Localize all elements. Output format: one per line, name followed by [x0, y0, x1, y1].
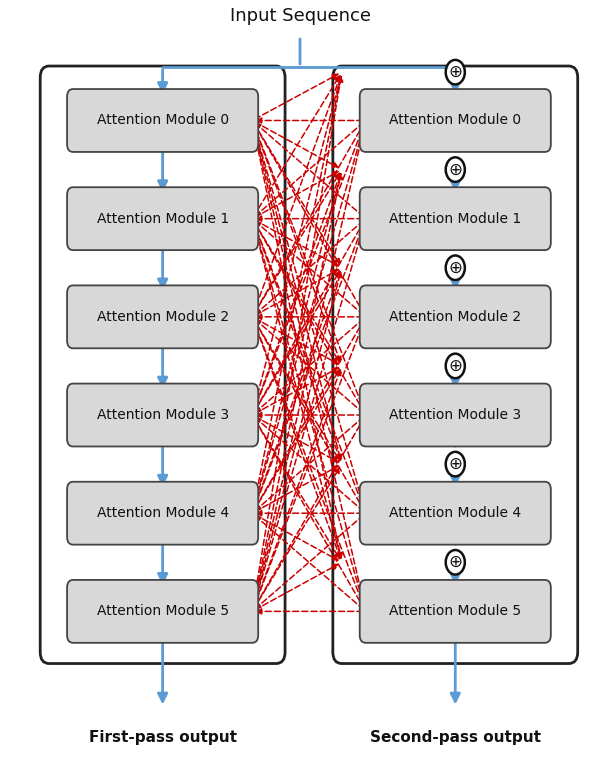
Text: $\oplus$: $\oplus$ — [448, 63, 463, 81]
Circle shape — [446, 452, 465, 477]
Text: Attention Module 3: Attention Module 3 — [97, 408, 229, 422]
Text: $\oplus$: $\oplus$ — [448, 357, 463, 375]
Text: First-pass output: First-pass output — [89, 730, 236, 745]
Text: Attention Module 5: Attention Module 5 — [389, 604, 521, 618]
Text: Attention Module 4: Attention Module 4 — [389, 506, 521, 521]
Circle shape — [446, 256, 465, 280]
FancyBboxPatch shape — [360, 187, 551, 250]
Text: Attention Module 0: Attention Module 0 — [97, 113, 229, 128]
Text: Attention Module 4: Attention Module 4 — [97, 506, 229, 521]
Text: $\oplus$: $\oplus$ — [448, 161, 463, 179]
Text: Attention Module 3: Attention Module 3 — [389, 408, 521, 422]
Text: Attention Module 1: Attention Module 1 — [97, 212, 229, 226]
Circle shape — [446, 550, 465, 574]
FancyBboxPatch shape — [67, 89, 258, 152]
Text: Attention Module 5: Attention Module 5 — [97, 604, 229, 618]
Text: Attention Module 1: Attention Module 1 — [389, 212, 521, 226]
FancyBboxPatch shape — [360, 383, 551, 447]
FancyBboxPatch shape — [360, 482, 551, 544]
FancyBboxPatch shape — [360, 286, 551, 348]
Text: Input Sequence: Input Sequence — [229, 7, 371, 25]
Text: Second-pass output: Second-pass output — [370, 730, 541, 745]
FancyBboxPatch shape — [67, 383, 258, 447]
Text: $\oplus$: $\oplus$ — [448, 259, 463, 276]
Text: Attention Module 2: Attention Module 2 — [97, 310, 229, 324]
FancyBboxPatch shape — [67, 187, 258, 250]
Text: Attention Module 2: Attention Module 2 — [389, 310, 521, 324]
Circle shape — [446, 60, 465, 85]
FancyBboxPatch shape — [67, 580, 258, 643]
Circle shape — [446, 157, 465, 182]
FancyBboxPatch shape — [67, 286, 258, 348]
FancyBboxPatch shape — [360, 580, 551, 643]
FancyBboxPatch shape — [333, 66, 578, 664]
Text: $\oplus$: $\oplus$ — [448, 455, 463, 473]
Text: Attention Module 0: Attention Module 0 — [389, 113, 521, 128]
FancyBboxPatch shape — [67, 482, 258, 544]
Text: $\oplus$: $\oplus$ — [448, 554, 463, 571]
FancyBboxPatch shape — [40, 66, 285, 664]
Circle shape — [446, 353, 465, 378]
FancyBboxPatch shape — [360, 89, 551, 152]
